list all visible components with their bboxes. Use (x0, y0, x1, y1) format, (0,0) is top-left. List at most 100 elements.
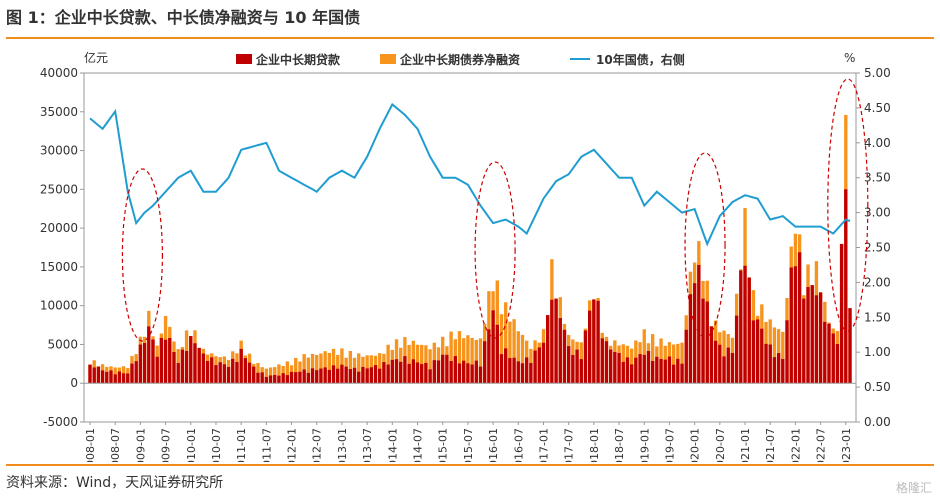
bar-bond (264, 368, 269, 384)
bar-loan (88, 364, 92, 384)
bar-loan (109, 370, 113, 384)
bar-loan (340, 364, 344, 384)
bar-loan (394, 359, 399, 384)
bar-loan (445, 354, 449, 384)
bar-loan (705, 301, 709, 384)
bar-loan (348, 369, 353, 384)
x-tick-label: 2020-01 (689, 428, 702, 462)
bar-loan (432, 360, 436, 384)
bar-loan (734, 315, 739, 384)
bar-loan (806, 287, 810, 384)
annotation-circle (121, 168, 163, 342)
x-tick-label: 2010-07 (210, 428, 223, 462)
bar-loan (193, 343, 197, 384)
bar-loan (625, 357, 630, 384)
bar-loan (776, 353, 781, 384)
bar-bond (294, 357, 298, 384)
bar-loan (189, 336, 193, 384)
bar-loan (151, 339, 155, 384)
bar-loan (781, 358, 785, 384)
bar-loan (285, 375, 290, 384)
bar-loan (718, 344, 722, 384)
bar-loan (504, 348, 508, 384)
bar-loan (646, 350, 651, 384)
bar-loan (121, 373, 126, 384)
bar-loan (508, 358, 512, 384)
bar-loan (247, 362, 252, 384)
left-tick-label: 15000 (40, 260, 78, 274)
bar-bond (315, 354, 319, 384)
bar-loan (176, 363, 180, 384)
bar-loan (235, 361, 239, 384)
bar-bond (378, 353, 382, 384)
right-axis-unit: % (844, 51, 855, 65)
bar-bond (499, 314, 504, 384)
bar-loan (105, 371, 109, 384)
bar-loan (663, 359, 667, 384)
left-tick-label: 25000 (40, 182, 78, 196)
left-tick-label: 30000 (40, 144, 78, 158)
bar-loan (462, 360, 466, 384)
bar-loan (453, 356, 457, 384)
bar-bond (680, 342, 684, 384)
right-tick-label: 1.00 (864, 345, 891, 359)
bar-loan (365, 368, 369, 384)
bar-loan (273, 374, 277, 384)
x-tick-label: 2021-01 (739, 428, 752, 462)
bar-loan (659, 358, 663, 384)
bar-loan (260, 372, 264, 384)
bar-loan (415, 362, 420, 384)
x-tick-label: 2019-01 (638, 428, 651, 462)
x-tick-label: 2012-01 (286, 428, 299, 462)
bar-bond (348, 351, 353, 384)
bar-loan (592, 299, 596, 384)
bar-loan (520, 363, 525, 384)
bar-loan (823, 321, 827, 384)
right-tick-label: 1.50 (864, 310, 891, 324)
bar-loan (785, 320, 789, 384)
bar-loan (361, 366, 365, 384)
bar-loan (667, 356, 672, 384)
bar-loan (512, 357, 516, 384)
bar-bond (420, 344, 424, 384)
right-tick-label: 3.00 (864, 206, 891, 220)
left-axis-unit: 亿元 (84, 50, 108, 65)
bar-loan (130, 363, 134, 384)
bar-bond (478, 338, 483, 384)
bar-loan (474, 360, 478, 384)
bar-loan (831, 333, 835, 384)
bar-loan (722, 356, 726, 384)
bar-loan (378, 368, 382, 384)
bar-loan (315, 370, 319, 384)
bar-loan (252, 366, 256, 384)
bar-loan (289, 371, 294, 384)
bar-loan (638, 354, 642, 384)
bar-loan (701, 298, 705, 384)
bar-bond (302, 354, 306, 384)
bar-loan (797, 252, 802, 384)
left-tick-label: 10000 (40, 299, 78, 313)
legend-label-bond: 企业中长期债券净融资 (399, 52, 520, 67)
bar-bond (520, 334, 525, 384)
bar-loan (516, 361, 520, 384)
bar-loan (331, 365, 336, 384)
bar-bond (285, 361, 290, 384)
bar-loan (713, 340, 718, 384)
right-tick-label: 5.00 (864, 66, 891, 80)
annotation-circle (827, 78, 869, 332)
bar-loan (390, 359, 394, 384)
bar-bond (466, 335, 470, 384)
bar-loan (197, 347, 201, 384)
x-tick-label: 2012-07 (311, 428, 324, 462)
bar-loan (96, 366, 101, 384)
bar-loan (205, 361, 210, 384)
x-tick-label: 2018-01 (588, 428, 601, 462)
bar-loan (789, 267, 793, 384)
left-tick-label: 5000 (47, 337, 78, 351)
bar-loan (357, 371, 361, 384)
bar-bond (319, 353, 323, 384)
bar-bond (671, 344, 676, 384)
bar-loan (298, 371, 302, 384)
bar-loan (310, 368, 315, 384)
bar-loan (210, 357, 214, 384)
